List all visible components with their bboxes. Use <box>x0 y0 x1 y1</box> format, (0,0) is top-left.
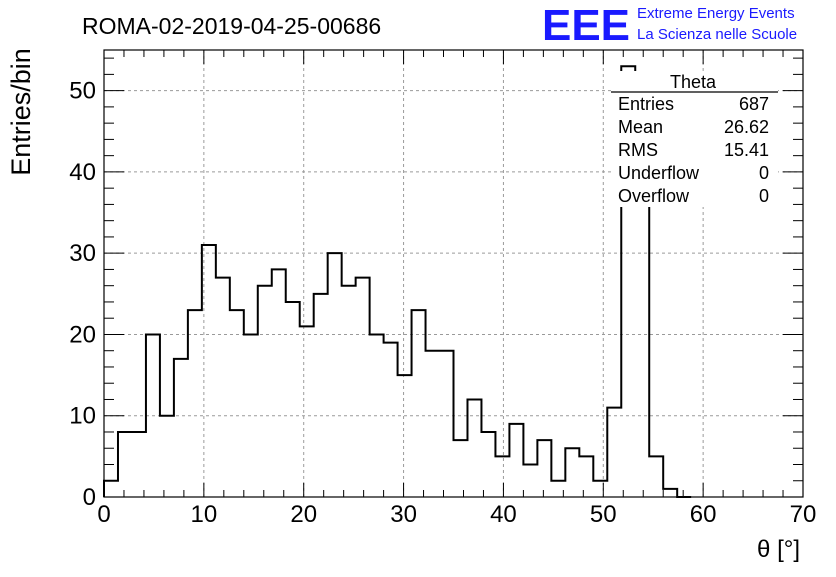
histogram-bin <box>174 359 188 497</box>
y-tick-label: 20 <box>69 321 96 348</box>
logo-mark: EEE <box>542 1 630 50</box>
stats-label-rms: RMS <box>618 140 658 160</box>
histogram-outline <box>103 65 692 498</box>
histogram-bin <box>593 481 607 497</box>
histogram-bin <box>160 416 174 497</box>
x-tick-label: 40 <box>490 501 517 528</box>
stats-value-rms: 15.41 <box>724 140 769 160</box>
histogram-bin <box>258 286 272 497</box>
histogram-bin <box>607 408 621 497</box>
histogram-bin <box>454 440 468 497</box>
logo-line1: Extreme Energy Events <box>637 5 795 22</box>
histogram-bin <box>314 294 328 497</box>
stats-box-background <box>611 71 778 207</box>
stats-label-mean: Mean <box>618 117 663 137</box>
histogram-bin <box>300 326 314 497</box>
x-tick-label: 60 <box>690 501 717 528</box>
histogram-bin <box>286 302 300 497</box>
stats-box: Theta Entries 687 Mean 26.62 RMS 15.41 U… <box>611 71 778 207</box>
histogram-bin <box>537 440 551 497</box>
histogram-bin <box>230 310 244 497</box>
y-tick-label: 50 <box>69 78 96 105</box>
histogram-bin <box>118 432 132 497</box>
histogram-bin <box>663 489 677 497</box>
stats-label-underflow: Underflow <box>618 163 700 183</box>
logo: EEE Extreme Energy Events La Scienza nel… <box>542 1 797 50</box>
histogram-bin <box>495 456 509 497</box>
histogram-bin <box>579 456 593 497</box>
histogram-bin <box>104 481 118 497</box>
histogram-bin <box>509 424 523 497</box>
histogram-bin <box>202 245 216 497</box>
y-tick-label: 10 <box>69 403 96 430</box>
plot-frame <box>103 49 804 498</box>
histogram-bin <box>146 334 160 497</box>
histogram-bin <box>216 278 230 497</box>
histogram-bin <box>356 278 370 497</box>
x-axis-label: θ [°] <box>757 536 800 563</box>
histogram-bin <box>188 310 202 497</box>
histogram-bin <box>426 351 440 497</box>
histogram-bin <box>440 351 454 497</box>
stats-label-overflow: Overflow <box>618 186 690 206</box>
stats-value-mean: 26.62 <box>724 117 769 137</box>
histogram-bin <box>342 286 356 497</box>
y-tick-label: 0 <box>83 484 96 511</box>
stats-title: Theta <box>670 72 717 92</box>
stats-value-overflow: 0 <box>759 186 769 206</box>
x-tick-label: 30 <box>390 501 417 528</box>
histogram-bin <box>272 269 286 497</box>
stats-value-entries: 687 <box>739 94 769 114</box>
histogram-bin <box>412 310 426 497</box>
x-tick-label: 0 <box>97 501 110 528</box>
x-tick-label: 10 <box>191 501 218 528</box>
stats-label-entries: Entries <box>618 94 674 114</box>
histogram-bin <box>328 253 342 497</box>
x-tick-label: 50 <box>590 501 617 528</box>
histogram-bin <box>467 399 481 497</box>
histogram-bin <box>370 334 384 497</box>
histogram-bin <box>481 432 495 497</box>
histogram <box>103 65 692 498</box>
y-tick-label: 30 <box>69 240 96 267</box>
y-axis-label: Entries/bin <box>6 48 36 176</box>
histogram-bin <box>244 334 258 497</box>
histogram-bin <box>635 164 649 497</box>
y-tick-label: 40 <box>69 159 96 186</box>
logo-line2: La Scienza nelle Scuole <box>637 26 797 43</box>
x-tick-label: 20 <box>290 501 317 528</box>
stats-value-underflow: 0 <box>759 163 769 183</box>
x-tick-label: 70 <box>790 501 817 528</box>
histogram-bin <box>565 448 579 497</box>
histogram-bin <box>551 481 565 497</box>
histogram-bin <box>398 375 412 497</box>
histogram-bin <box>649 456 663 497</box>
histogram-bin <box>132 432 146 497</box>
histogram-bin <box>523 464 537 497</box>
tick-labels: 0 10 20 30 40 50 60 70 0 10 20 30 40 50 <box>69 78 816 528</box>
chart-title: ROMA-02-2019-04-25-00686 <box>82 13 381 39</box>
histogram-bin <box>384 343 398 497</box>
